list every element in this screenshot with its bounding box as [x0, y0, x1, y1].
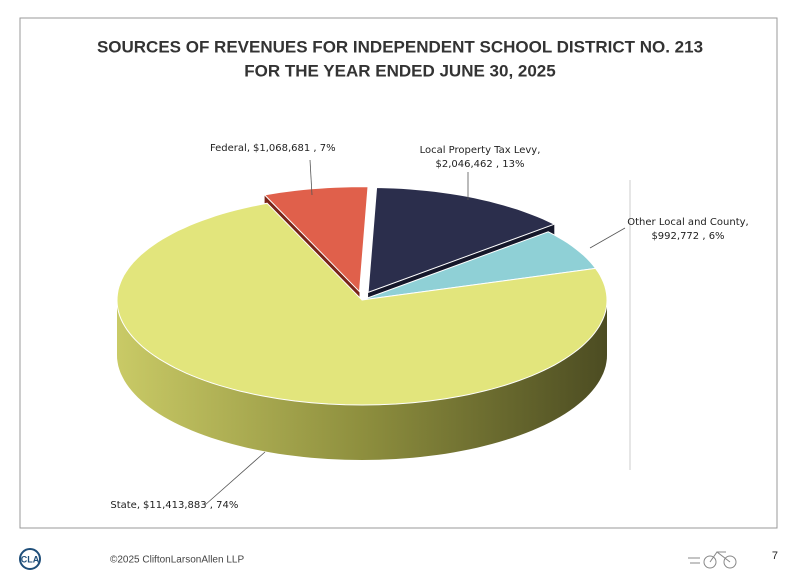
slice-side: [117, 300, 607, 460]
chart-title: SOURCES OF REVENUES FOR INDEPENDENT SCHO…: [97, 37, 703, 56]
slice: [367, 186, 556, 294]
chart-subtitle: FOR THE YEAR ENDED JUNE 30, 2025: [244, 61, 555, 80]
leader-line: [309, 159, 313, 196]
slice: [116, 202, 608, 406]
copyright: ©2025 CliftonLarsonAllen LLP: [110, 555, 244, 566]
bike-icon: [688, 551, 737, 569]
slice-label: Federal,: [210, 143, 250, 154]
leader-line: [589, 227, 626, 249]
slice-label: Other Local and County,: [627, 217, 748, 228]
slice: [361, 231, 597, 301]
slice: [263, 186, 369, 293]
page-number: 7: [772, 550, 778, 562]
value-label: $992,772 , 6%: [651, 231, 724, 242]
leader-line: [204, 451, 266, 506]
logo: CLA: [21, 554, 40, 564]
logo-icon: [19, 548, 41, 570]
value-label: $11,413,883 , 74%: [143, 500, 238, 511]
labels: Local Property Tax Levy, $2,046,462 , 13%…: [110, 143, 748, 511]
slice-label: State,: [110, 500, 140, 511]
value-label: $1,068,681 , 7%: [253, 143, 336, 154]
slice-label: Local Property Tax Levy,: [420, 145, 541, 156]
value-label: $2,046,462 , 13%: [435, 159, 524, 170]
pie: [116, 186, 608, 460]
